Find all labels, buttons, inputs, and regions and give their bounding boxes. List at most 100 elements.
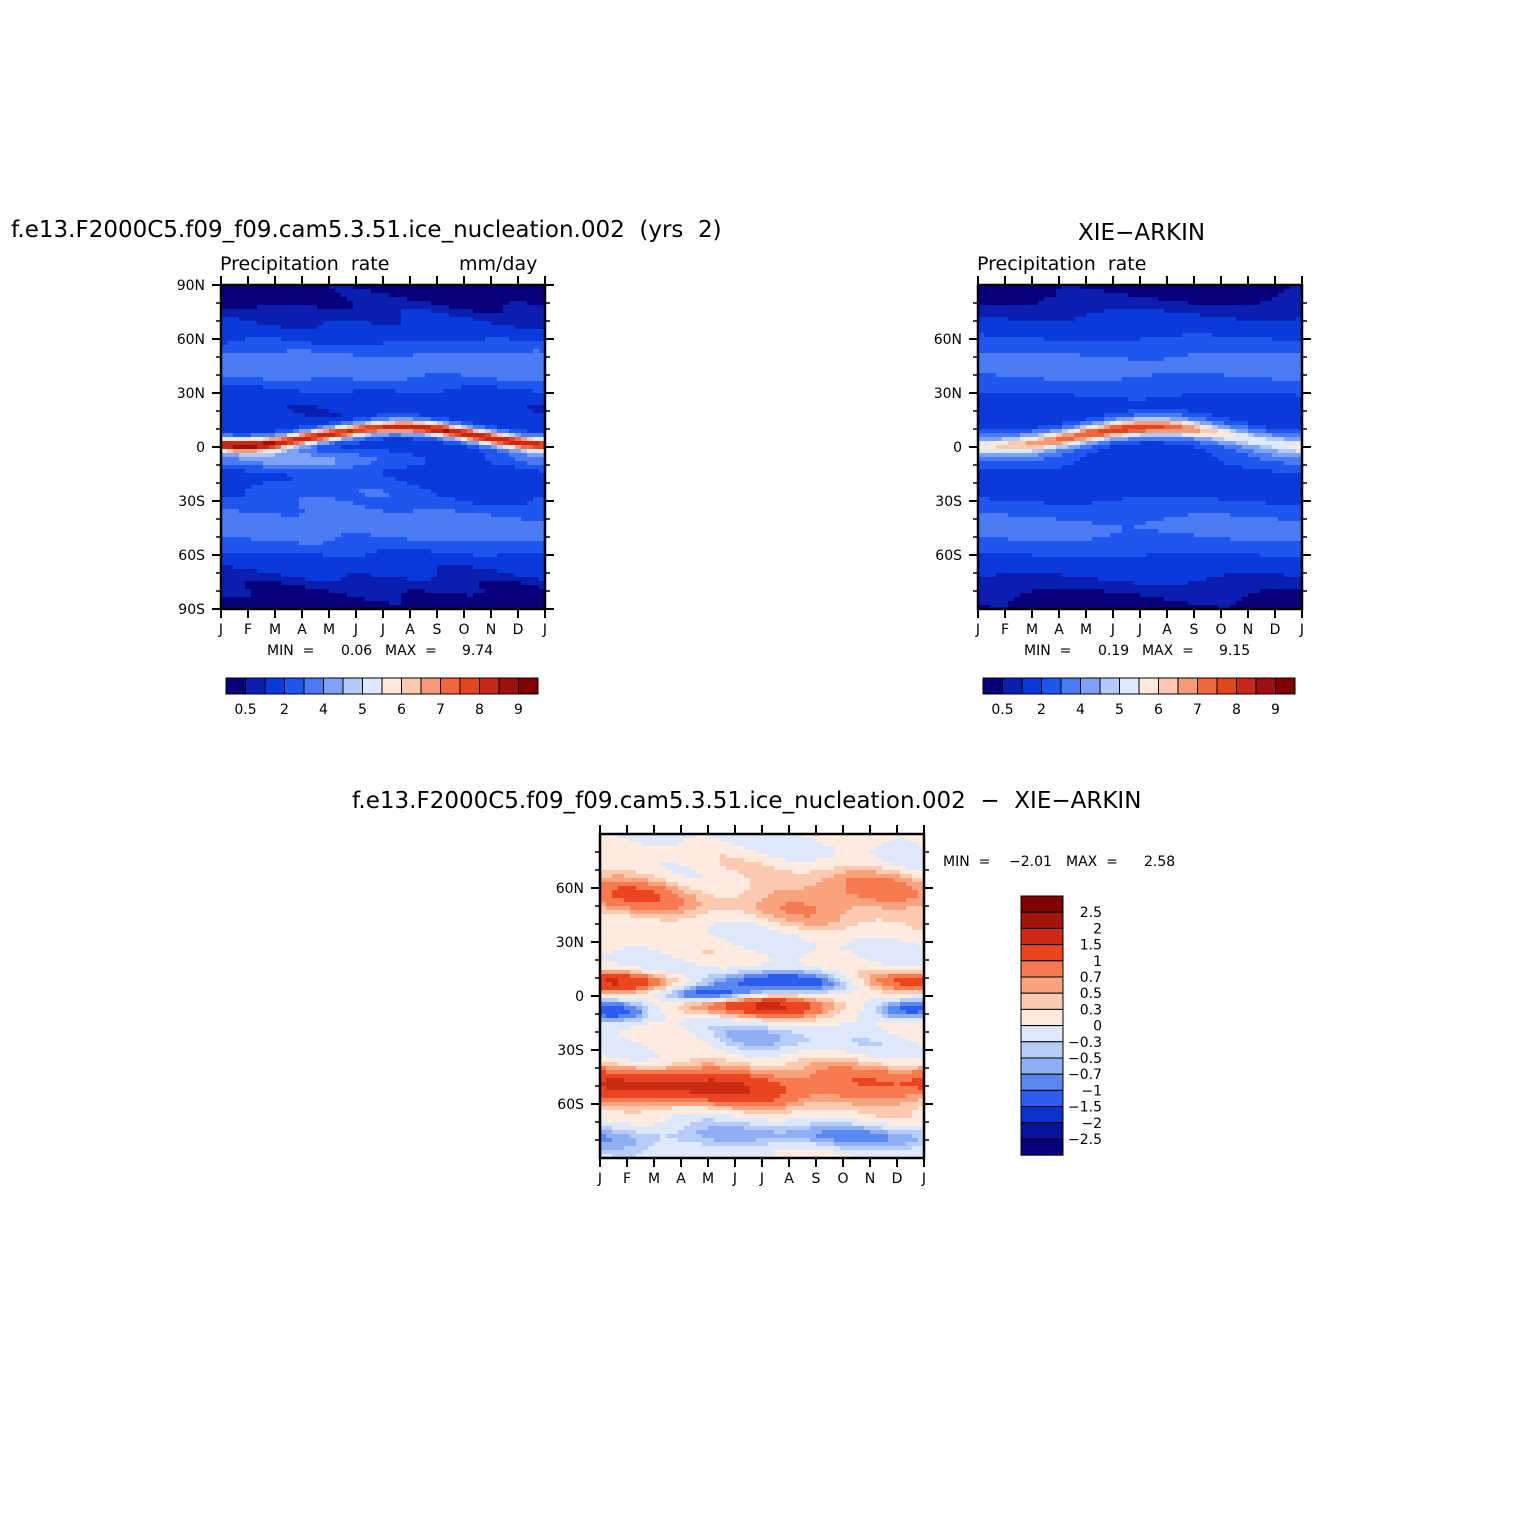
model-cell (431, 313, 438, 318)
model-cell (239, 417, 246, 422)
model-cell (263, 505, 270, 510)
model-cell (383, 357, 390, 362)
model-cell (221, 605, 228, 610)
model-cell (383, 401, 390, 406)
model-cell (221, 421, 228, 426)
model-cell (359, 565, 366, 570)
model-cell (443, 521, 450, 526)
model-cell (245, 285, 252, 290)
model-cell (257, 577, 264, 582)
model-cell (395, 593, 402, 598)
model-cell (245, 337, 252, 342)
model-colorbar-box (498, 677, 519, 695)
model-cell (407, 513, 414, 518)
model-cell (323, 473, 330, 478)
model-cell (383, 581, 390, 586)
model-cell (437, 605, 444, 610)
model-cell (341, 293, 348, 298)
model-cell (341, 589, 348, 594)
model-cell (329, 541, 336, 546)
model-cell (443, 473, 450, 478)
model-cell (449, 317, 456, 322)
model-cell (413, 345, 420, 350)
model-colorbar-label: 4 (319, 702, 328, 718)
obs-cell (1008, 313, 1015, 318)
model-cell (317, 553, 324, 558)
model-cell (533, 605, 540, 610)
model-cell (407, 593, 414, 598)
model-cell (227, 541, 234, 546)
model-cell (527, 325, 534, 330)
model-cell (239, 569, 246, 574)
model-cell (371, 473, 378, 478)
model-cell (335, 493, 342, 498)
model-cell (515, 481, 522, 486)
model-cell (377, 317, 384, 322)
model-cell (335, 317, 342, 322)
model-cell (323, 393, 330, 398)
model-cell (227, 297, 234, 302)
model-cell (491, 317, 498, 322)
model-cell (425, 481, 432, 486)
model-cell (401, 441, 408, 446)
model-cell (383, 297, 390, 302)
model-cell (221, 441, 228, 446)
model-cell (221, 561, 228, 566)
obs-cell (1092, 305, 1099, 310)
model-cell (467, 521, 474, 526)
model-cell (257, 377, 264, 382)
obs-cell (996, 301, 1003, 306)
model-cell (347, 521, 354, 526)
obs-cell (1224, 305, 1231, 310)
model-cell (467, 601, 474, 606)
obs-cell (1254, 305, 1261, 310)
model-cell (353, 517, 360, 522)
model-cell (437, 389, 444, 394)
model-cell (311, 285, 318, 290)
model-cell (335, 337, 342, 342)
model-cell (293, 533, 300, 538)
model-cell (491, 521, 498, 526)
model-cell (281, 441, 288, 446)
obs-cell (1248, 305, 1255, 310)
model-colorbar-box (479, 677, 500, 695)
model-cell (401, 557, 408, 562)
model-cell (485, 309, 492, 314)
model-cell (305, 513, 312, 518)
model-cell (383, 325, 390, 330)
model-cell (485, 433, 492, 438)
model-cell (503, 433, 510, 438)
model-cell (359, 321, 366, 326)
model-cell (515, 341, 522, 346)
model-cell (359, 529, 366, 534)
model-cell (371, 549, 378, 554)
obs-cell (1068, 293, 1075, 298)
obs-cell (1242, 289, 1249, 294)
model-cell (383, 377, 390, 382)
model-cell (305, 553, 312, 558)
model-cell (383, 413, 390, 418)
model-cell (227, 329, 234, 334)
model-cell (431, 469, 438, 474)
model-cell (455, 441, 462, 446)
model-cell (365, 469, 372, 474)
model-cell (311, 597, 318, 602)
model-cell (479, 321, 486, 326)
model-cell (467, 581, 474, 586)
model-cell (503, 501, 510, 506)
model-cell (287, 545, 294, 550)
obs-cell (1170, 305, 1177, 310)
model-cell (329, 565, 336, 570)
model-cell (251, 389, 258, 394)
model-cell (359, 437, 366, 442)
model-cell (239, 541, 246, 546)
model-cell (377, 469, 384, 474)
model-cell (227, 417, 234, 422)
model-cell (443, 545, 450, 550)
model-cell (449, 425, 456, 430)
model-cell (395, 381, 402, 386)
obs-cell (1104, 289, 1111, 294)
model-cell (245, 293, 252, 298)
model-cell (227, 393, 234, 398)
model-x-tick-label: O (458, 622, 469, 638)
